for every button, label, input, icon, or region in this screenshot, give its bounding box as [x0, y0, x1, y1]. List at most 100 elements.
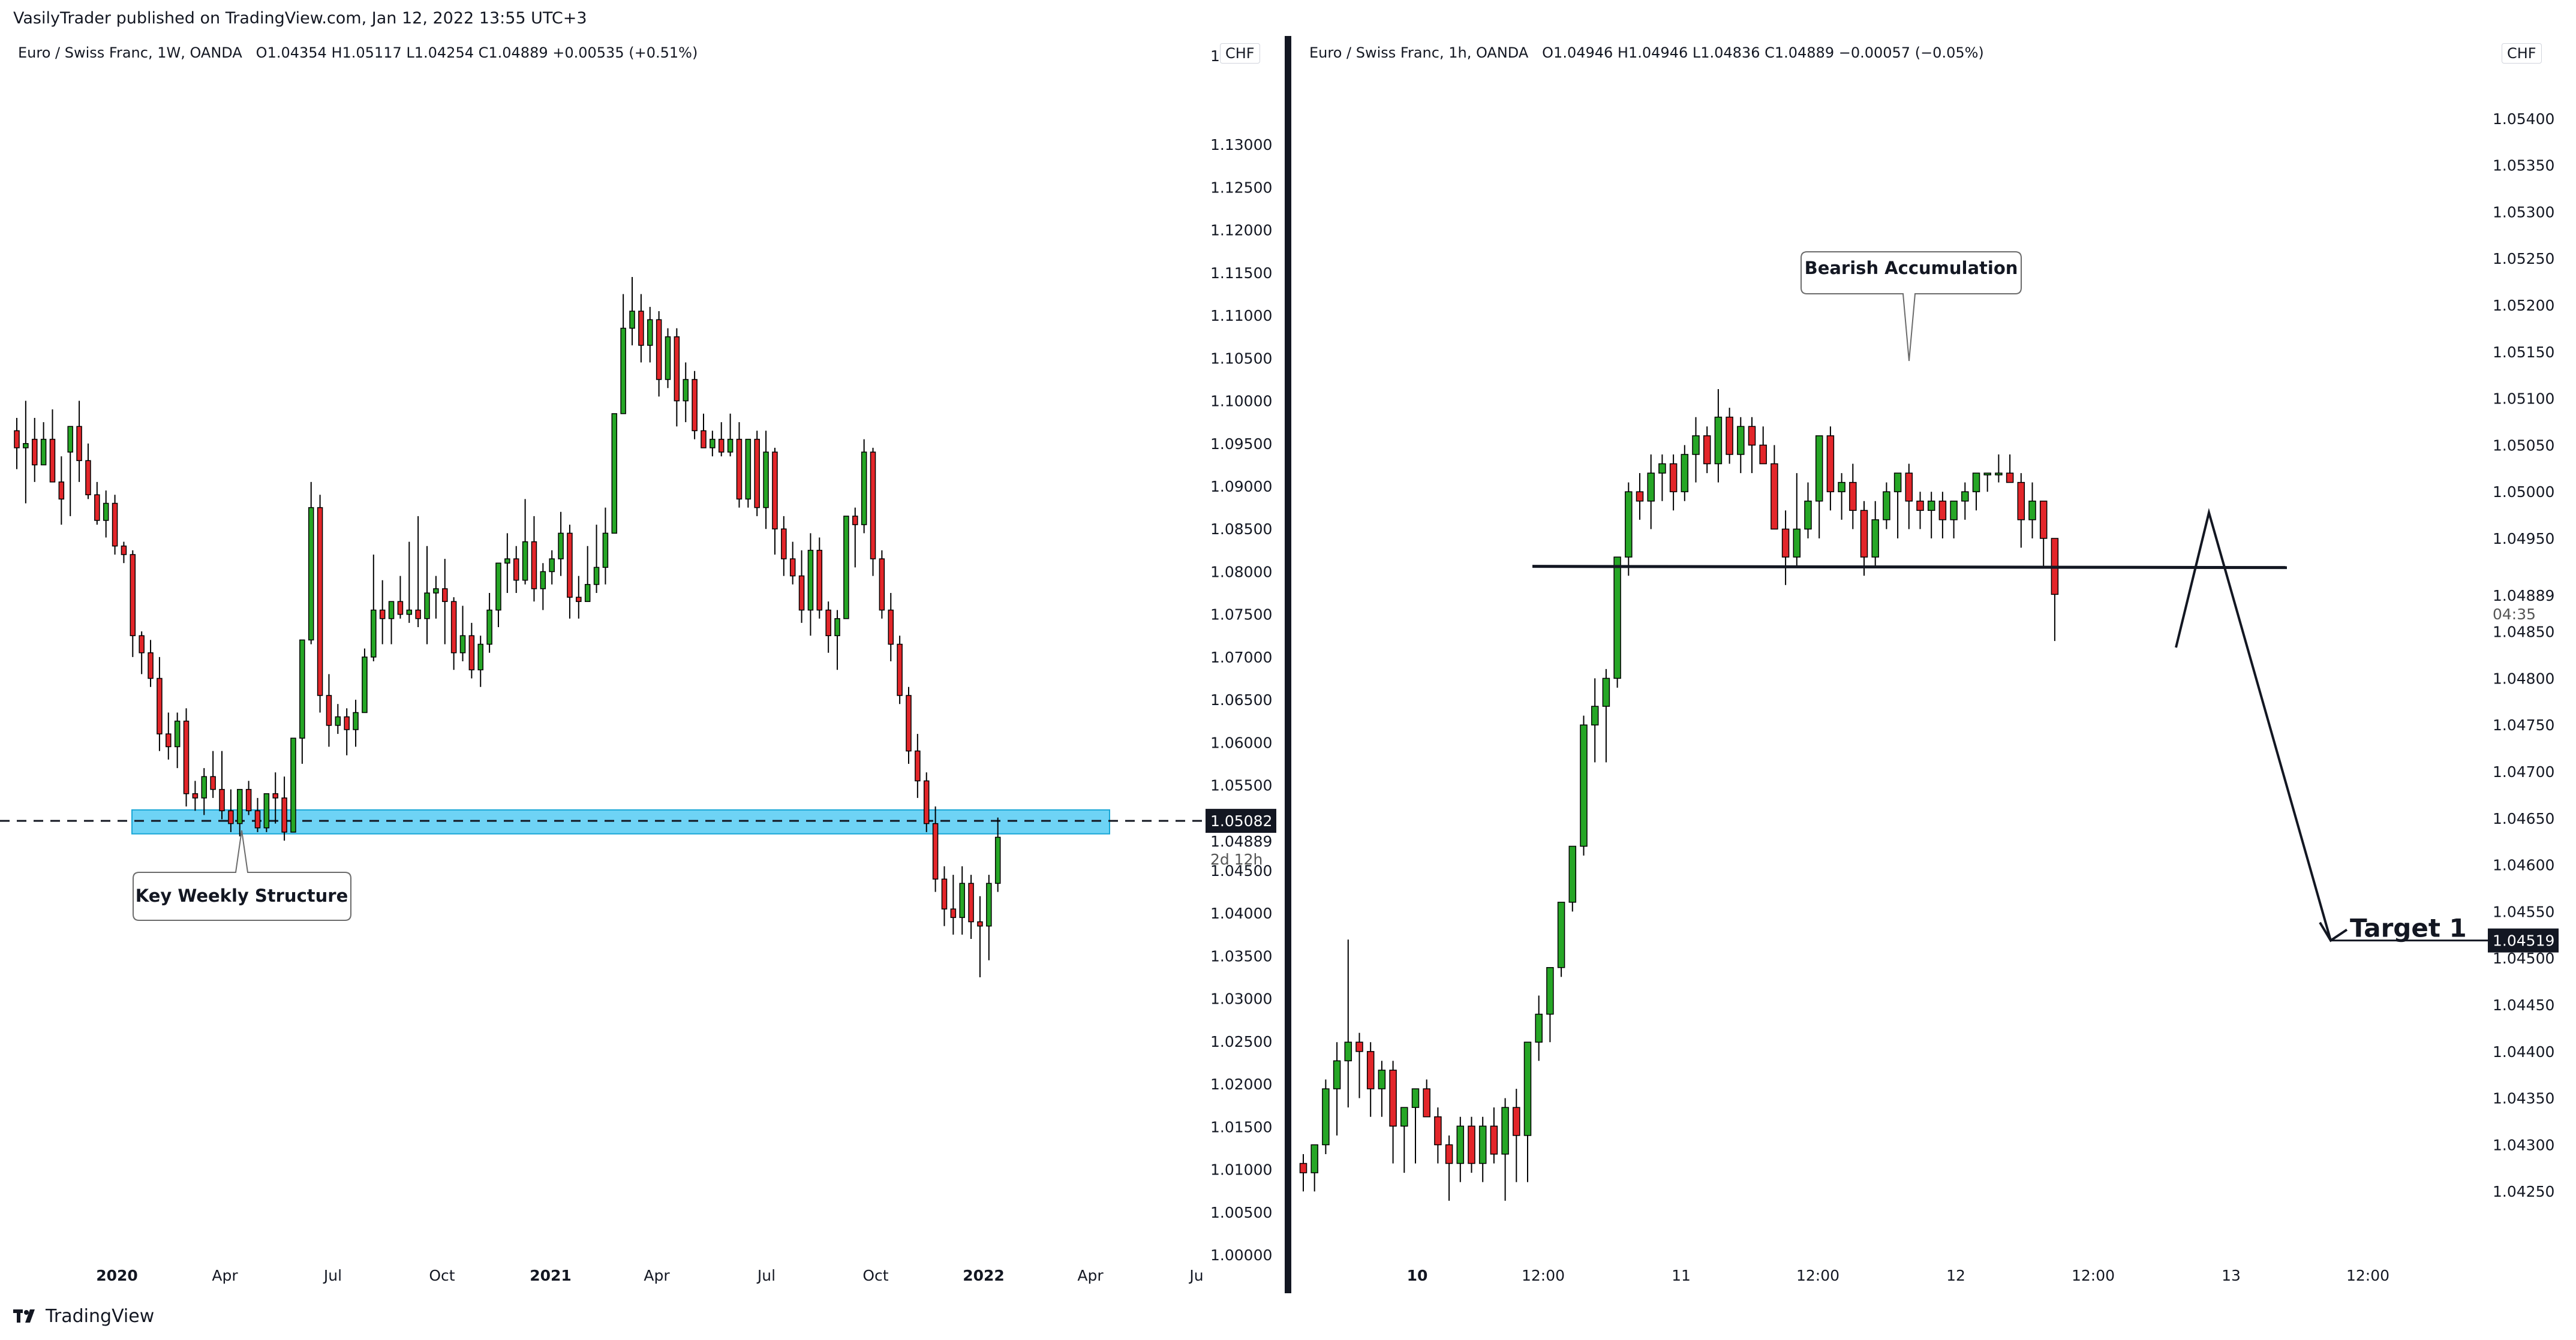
hourly-candle-body	[1714, 416, 1723, 465]
weekly-x-tick: Apr	[644, 1267, 670, 1284]
weekly-candle-body	[807, 550, 814, 611]
weekly-x-tick: Ju	[1188, 1267, 1203, 1284]
weekly-y-tick: 1.06500	[1210, 691, 1272, 709]
hourly-candle-body	[1938, 501, 1947, 520]
weekly-candle-body	[531, 541, 537, 589]
weekly-y-tick: 1.09000	[1210, 478, 1272, 495]
weekly-candle-body	[558, 532, 564, 559]
hourly-candle-body	[1759, 444, 1767, 465]
hourly-target-label: Target 1	[2350, 914, 2467, 943]
hourly-candle-body	[1793, 528, 1801, 558]
hourly-candle-body	[1748, 426, 1756, 446]
hourly-candle-body	[1389, 1070, 1397, 1127]
weekly-chart[interactable]: 1.13000 1.12500 1.12000 1.11500 1.11000 1.105…	[0, 36, 1285, 1293]
weekly-candle-body	[468, 635, 475, 671]
weekly-candle-body	[228, 810, 234, 824]
hourly-candle-body	[1771, 463, 1778, 530]
weekly-candle-body	[424, 592, 430, 619]
weekly-price-label-bg	[1206, 809, 1276, 833]
weekly-candle-body	[103, 502, 109, 521]
hourly-candle-body	[1995, 472, 2003, 475]
hourly-target-price-bg	[2488, 928, 2559, 953]
weekly-candle-body	[67, 426, 73, 453]
weekly-chart-pane[interactable]: 1.13000 1.12500 1.12000 1.11500 1.11000 1.105…	[0, 36, 1285, 1293]
weekly-candle-body	[522, 541, 528, 581]
weekly-candle-body	[656, 319, 662, 380]
hourly-candle-body	[1983, 472, 1991, 475]
hourly-title: Euro / Swiss Franc, 1h, OANDA	[1309, 44, 1529, 61]
tradingview-logo[interactable]: TradingView	[13, 1304, 154, 1328]
pane-divider[interactable]	[1285, 36, 1291, 1293]
hourly-y-tick: 1.04400	[2493, 1043, 2554, 1061]
weekly-candle-body	[362, 657, 368, 713]
hourly-candle-body	[1513, 1107, 1520, 1136]
weekly-candle-body	[433, 588, 439, 594]
hourly-candle-body	[2017, 481, 2025, 520]
weekly-candle-body	[504, 558, 510, 564]
hourly-support-line	[1532, 565, 2288, 570]
hourly-chart-pane[interactable]: Target 1 1.05400 1.05350 1.05300 1.05250 1.05…	[1291, 36, 2576, 1293]
hourly-y-tick: 1.04950	[2493, 530, 2554, 547]
tradingview-logo-icon	[13, 1309, 35, 1323]
weekly-candle-body	[94, 494, 100, 521]
hourly-candle-body	[1647, 472, 1655, 502]
hourly-y-tick: 1.04500	[2493, 950, 2554, 967]
weekly-current-price: 1.04889	[1210, 833, 1272, 850]
weekly-candle-body	[450, 601, 457, 654]
weekly-candle-body	[388, 601, 395, 619]
weekly-candle-body	[736, 438, 743, 500]
hourly-candle-body	[1927, 501, 1935, 511]
hourly-candle-body	[1950, 501, 1958, 520]
weekly-y-tick: 1.11000	[1210, 307, 1272, 324]
hourly-chart[interactable]: Target 1 1.05400 1.05350 1.05300 1.05250 1.05…	[1291, 36, 2576, 1293]
weekly-candle-body	[201, 776, 208, 799]
weekly-candle-body	[139, 635, 145, 654]
hourly-candle-body	[1669, 463, 1678, 492]
weekly-candle-body	[112, 502, 118, 547]
hourly-candle-body	[1445, 1144, 1453, 1164]
weekly-candle-body	[798, 575, 805, 611]
hourly-x-tick: 13	[2222, 1267, 2241, 1284]
weekly-candle-body	[192, 793, 199, 799]
hourly-y-tick: 1.05250	[2493, 250, 2554, 267]
weekly-candle-body	[76, 426, 82, 462]
hourly-candle-body	[1490, 1125, 1498, 1155]
weekly-x-tick: Jul	[323, 1267, 342, 1284]
weekly-candle-body	[718, 438, 725, 453]
hourly-legend: Euro / Swiss Franc, 1h, OANDA O1.04946 H…	[1309, 44, 1984, 61]
weekly-candle-body	[593, 567, 600, 585]
key-weekly-label: Key Weekly Structure	[136, 886, 348, 906]
hourly-y-tick: 1.05300	[2493, 203, 2554, 221]
weekly-candle-body	[567, 532, 573, 598]
weekly-candle-body	[344, 716, 350, 730]
hourly-candle-body	[1860, 510, 1868, 558]
hourly-y-tick: 1.04350	[2493, 1090, 2554, 1107]
weekly-currency-badge[interactable]: CHF	[1220, 43, 1260, 64]
weekly-x-tick: Oct	[862, 1267, 888, 1284]
weekly-x-tick: 2021	[530, 1267, 572, 1284]
weekly-candle-body	[281, 797, 287, 833]
weekly-y-tick: 1.12500	[1210, 179, 1272, 196]
hourly-y-tick: 1.04700	[2493, 763, 2554, 781]
weekly-candle-body	[353, 712, 359, 730]
weekly-candle-body	[968, 883, 974, 923]
weekly-candle-body	[459, 635, 466, 654]
weekly-x-tick: Oct	[429, 1267, 455, 1284]
hourly-candle-body	[1602, 677, 1610, 707]
weekly-candle-body	[870, 451, 876, 559]
weekly-y-tick: 1.11500	[1210, 264, 1272, 282]
hourly-candle-body	[1703, 435, 1711, 465]
hourly-y-tick: 1.04250	[2493, 1183, 2554, 1200]
hourly-candle-body	[1613, 556, 1621, 679]
hourly-candle-body	[1804, 501, 1812, 530]
weekly-candle-body	[629, 311, 635, 329]
weekly-candle-body	[959, 883, 965, 919]
hourly-candle-body	[1658, 463, 1666, 474]
weekly-candle-body	[308, 507, 314, 641]
weekly-y-tick: 1.08000	[1210, 563, 1272, 580]
weekly-y-tick: 1.03500	[1210, 947, 1272, 965]
weekly-candle-body	[237, 788, 243, 824]
hourly-currency-badge[interactable]: CHF	[2502, 43, 2542, 64]
weekly-candle-body	[23, 443, 29, 448]
weekly-candle-body	[647, 319, 653, 346]
